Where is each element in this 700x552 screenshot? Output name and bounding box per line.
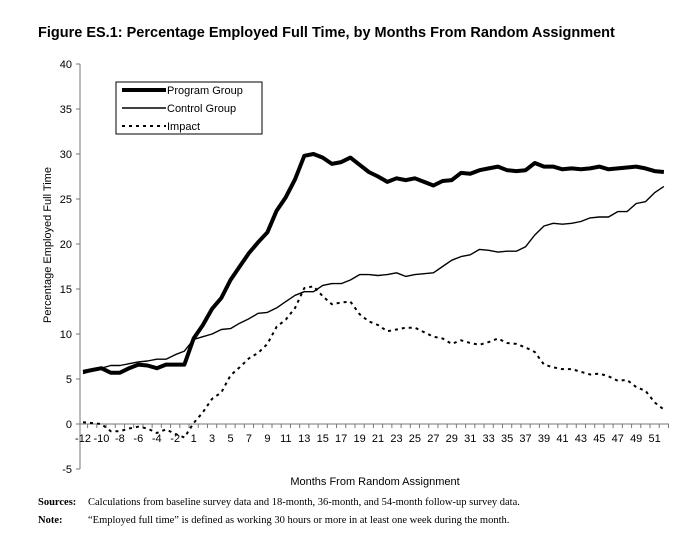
note-label: Note:	[38, 515, 63, 526]
x-tick-label: 43	[575, 433, 587, 445]
x-tick-label: -12	[75, 433, 91, 445]
y-tick-label: 20	[60, 239, 72, 251]
x-tick-label: 17	[335, 433, 347, 445]
x-tick-label: 27	[427, 433, 439, 445]
note: Note: “Employed full time” is defined as …	[38, 515, 509, 526]
x-tick-label: 39	[538, 433, 550, 445]
x-tick-label: 3	[209, 433, 215, 445]
legend-label: Program Group	[167, 85, 243, 97]
sources-text: Calculations from baseline survey data a…	[88, 497, 520, 508]
x-tick-label: 19	[353, 433, 365, 445]
x-tick-label: 23	[390, 433, 402, 445]
y-tick-label: 10	[60, 329, 72, 341]
x-tick-label: -4	[152, 433, 162, 445]
series-program-group	[82, 152, 665, 375]
x-tick-label: 41	[556, 433, 568, 445]
y-tick-label: 25	[60, 194, 72, 206]
x-axis-label: Months From Random Assignment	[290, 476, 459, 488]
y-tick-label: 0	[66, 419, 72, 431]
x-tick-label: 35	[501, 433, 513, 445]
y-tick-label: 40	[60, 59, 72, 71]
x-tick-label: 49	[630, 433, 642, 445]
x-tick-label: 45	[593, 433, 605, 445]
sources-note: Sources: Calculations from baseline surve…	[38, 497, 520, 508]
x-tick-label: -10	[93, 433, 109, 445]
note-text: “Employed full time” is defined as worki…	[88, 515, 510, 526]
x-tick-label: 7	[246, 433, 252, 445]
x-tick-label: 25	[409, 433, 421, 445]
y-tick-label: -5	[62, 464, 72, 476]
y-tick-label: 35	[60, 104, 72, 116]
x-tick-label: 47	[612, 433, 624, 445]
x-tick-label: 5	[227, 433, 233, 445]
y-tick-label: 30	[60, 149, 72, 161]
legend-label: Control Group	[167, 103, 236, 115]
y-tick-label: 15	[60, 284, 72, 296]
x-tick-label: 51	[649, 433, 661, 445]
x-tick-label: 1	[191, 433, 197, 445]
x-tick-label: -2	[170, 433, 180, 445]
x-tick-label: 29	[446, 433, 458, 445]
x-tick-label: 37	[519, 433, 531, 445]
x-tick-label: 13	[298, 433, 310, 445]
legend-label: Impact	[167, 121, 200, 133]
x-tick-label: 11	[280, 433, 291, 445]
series-control-group	[82, 185, 665, 375]
y-axis-label: Percentage Employed Full Time	[42, 167, 54, 323]
x-tick-label: 15	[317, 433, 329, 445]
x-tick-label: 21	[372, 433, 384, 445]
x-tick-label: 9	[264, 433, 270, 445]
sources-label: Sources:	[38, 497, 77, 508]
x-tick-label: -8	[115, 433, 125, 445]
x-tick-label: 33	[483, 433, 495, 445]
x-tick-label: 31	[464, 433, 476, 445]
x-tick-label: -6	[133, 433, 143, 445]
series-impact	[82, 285, 665, 439]
y-tick-label: 5	[66, 374, 72, 386]
chart-title: Figure ES.1: Percentage Employed Full Ti…	[38, 25, 615, 41]
